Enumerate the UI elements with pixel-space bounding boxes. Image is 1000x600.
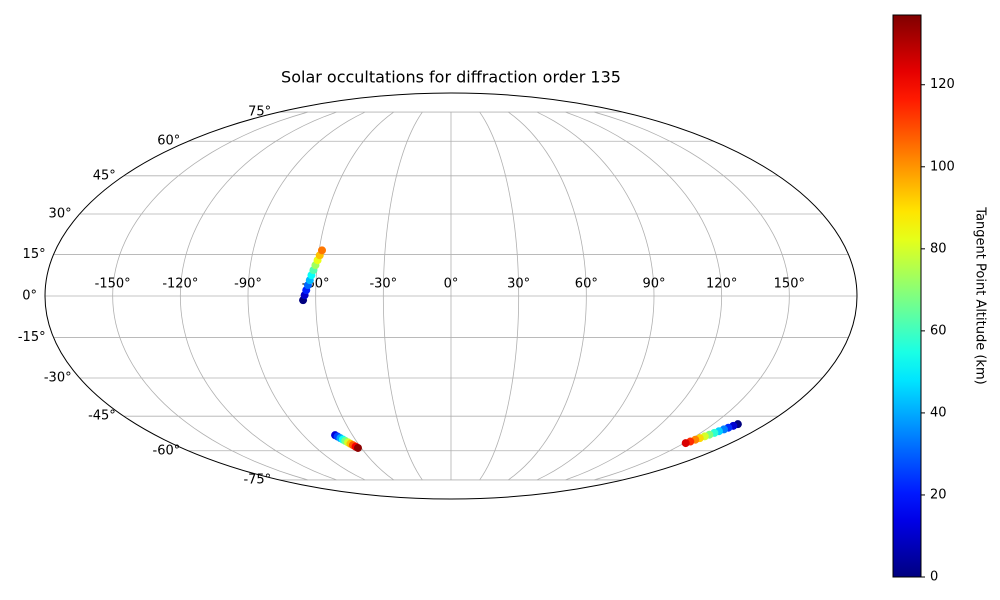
grid-line (536, 111, 655, 481)
y-tick-label: 75° (248, 105, 271, 120)
colorbar (892, 14, 922, 578)
x-tick-label: 60° (575, 277, 598, 292)
chart-title: Solar occultations for diffraction order… (281, 68, 621, 87)
colorbar-tick-label: 100 (930, 159, 955, 174)
colorbar-label: Tangent Point Altitude (km) (973, 206, 988, 384)
x-tick-label: -120° (162, 277, 198, 292)
grid-line (594, 111, 790, 481)
y-tick-label: 0° (22, 289, 37, 304)
y-tick-label: -45° (88, 409, 116, 424)
colorbar-tick-label: 0 (930, 570, 938, 585)
x-tick-label: -90° (234, 277, 262, 292)
map-boundary (44, 92, 858, 500)
grid-line (565, 111, 723, 481)
x-tick-label: -150° (95, 277, 131, 292)
y-tick-label: 45° (93, 168, 116, 183)
y-tick-label: -75° (243, 472, 271, 487)
scatter-point (353, 443, 362, 452)
y-tick-label: 15° (23, 247, 46, 262)
colorbar-tick-label: 40 (930, 405, 947, 420)
grid-line (315, 111, 394, 481)
y-tick-label: -30° (44, 371, 72, 386)
scatter-point (317, 246, 326, 255)
x-tick-label: -30° (369, 277, 397, 292)
grid-line (479, 111, 520, 481)
x-tick-label: 90° (642, 277, 665, 292)
y-tick-label: -60° (153, 443, 181, 458)
grid-line (382, 111, 423, 481)
y-tick-label: 30° (49, 206, 72, 221)
x-tick-label: 30° (507, 277, 530, 292)
colorbar-tick-label: 120 (930, 77, 955, 92)
x-tick-label: 0° (444, 277, 459, 292)
grid-line (112, 111, 308, 481)
x-tick-label: 120° (706, 277, 737, 292)
y-tick-label: 60° (157, 134, 180, 149)
scatter-point (681, 439, 690, 448)
grid-line (179, 111, 337, 481)
y-tick-label: -15° (18, 330, 46, 345)
x-tick-label: 150° (774, 277, 805, 292)
grid-line (508, 111, 587, 481)
colorbar-tick-label: 20 (930, 487, 947, 502)
colorbar-tick-label: 80 (930, 241, 947, 256)
grid-line (247, 111, 366, 481)
colorbar-tick-label: 60 (930, 323, 947, 338)
